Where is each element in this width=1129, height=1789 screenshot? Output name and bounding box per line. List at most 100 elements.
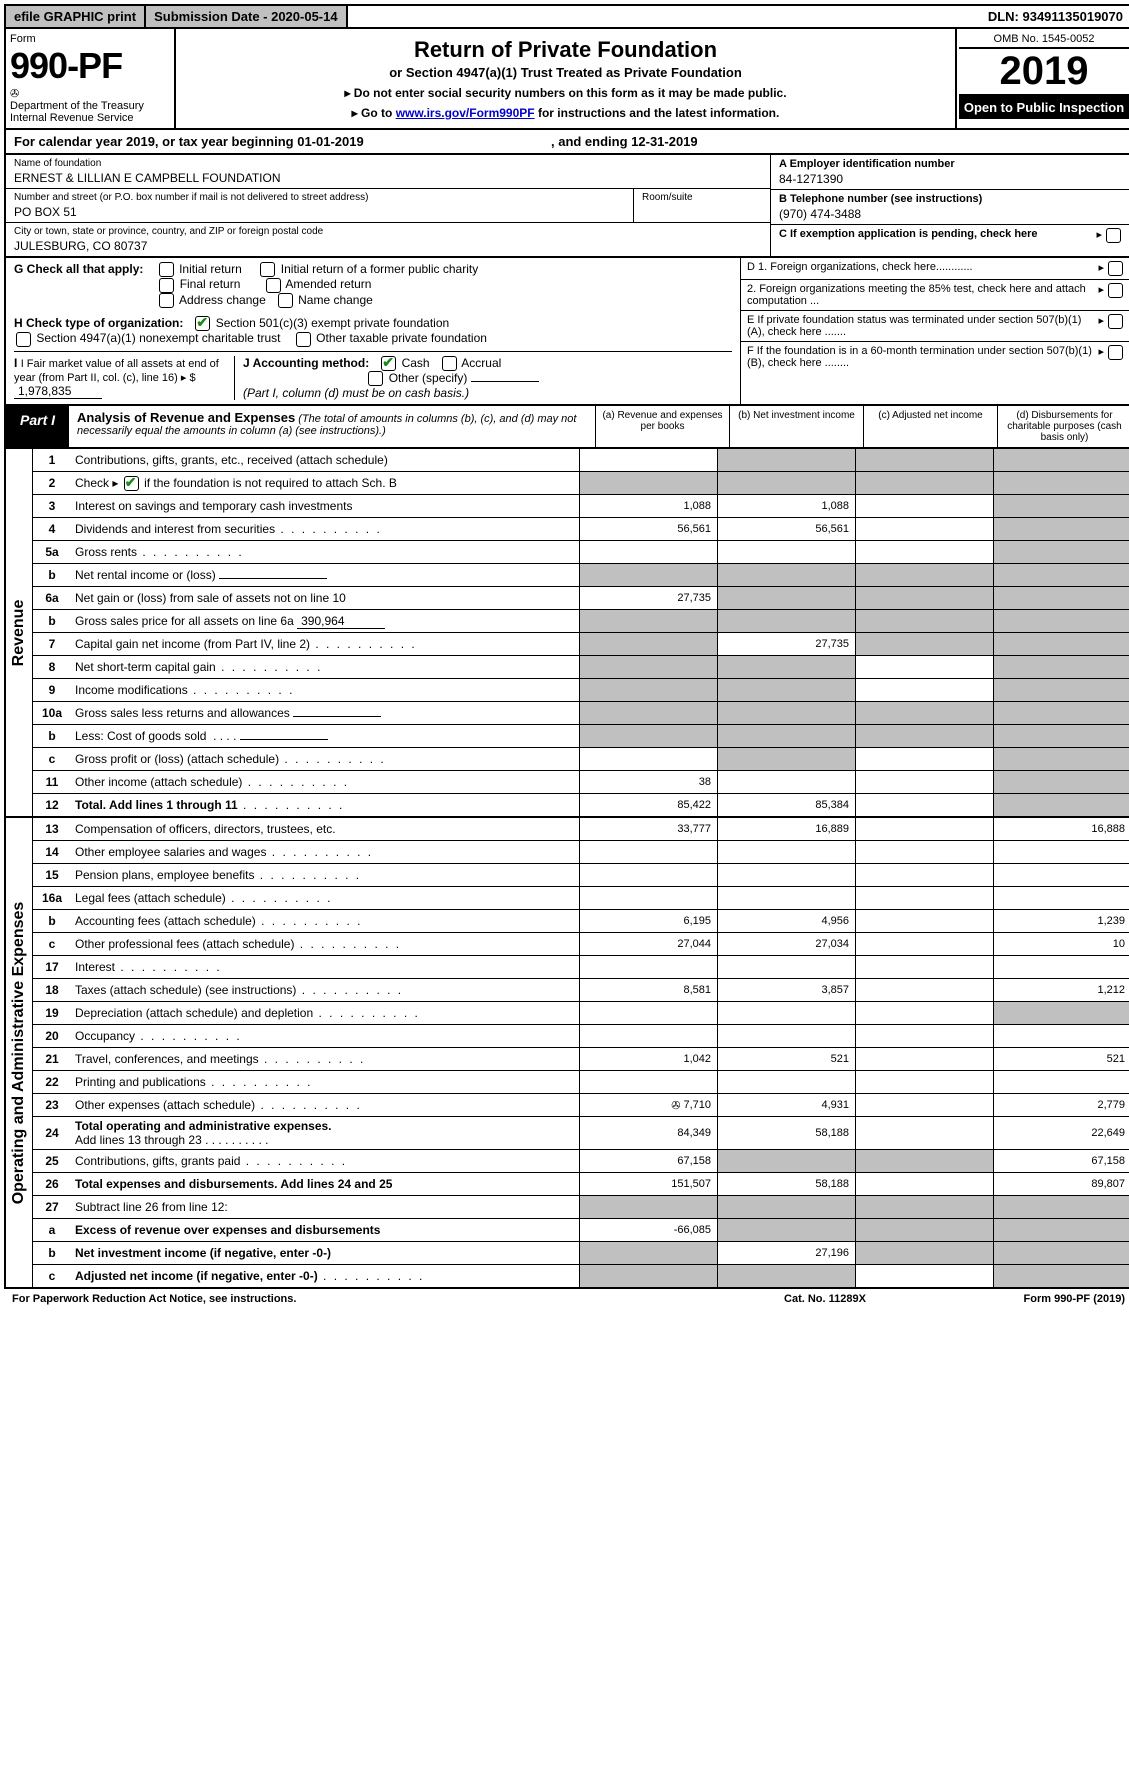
phone: (970) 474-3488 [779,207,1123,221]
column-headers: (a) Revenue and expenses per books (b) N… [595,406,1129,447]
c-checkbox[interactable] [1106,228,1121,243]
g-final: Final return [180,277,241,291]
initial-return-checkbox[interactable] [159,262,174,277]
r24-d: 22,649 [993,1117,1129,1149]
header-right: OMB No. 1545-0052 2019 Open to Public In… [955,29,1129,128]
col-a-header: (a) Revenue and expenses per books [595,406,729,447]
line-11: Other income (attach schedule) [71,773,579,791]
arrow-icon [1098,314,1106,338]
line-22: Printing and publications [71,1073,579,1091]
j-other: Other (specify) [389,371,468,385]
col-d-header: (d) Disbursements for charitable purpose… [997,406,1129,447]
r16c-d: 10 [993,933,1129,955]
initial-former-checkbox[interactable] [260,262,275,277]
r4-a: 56,561 [579,518,717,540]
r24-b: 58,188 [717,1117,855,1149]
footer-left: For Paperwork Reduction Act Notice, see … [12,1293,725,1305]
j-cash: Cash [402,356,430,370]
efile-print-button[interactable]: efile GRAPHIC print [6,6,146,27]
instructions-link[interactable]: www.irs.gov/Form990PF [396,106,535,120]
other-taxable-checkbox[interactable] [296,332,311,347]
sch-b-checkbox[interactable] [124,476,139,491]
line-10c: Gross profit or (loss) (attach schedule) [71,750,579,768]
5b-input[interactable] [219,578,327,579]
10a-input[interactable] [293,716,381,717]
arrow-icon [1098,283,1106,307]
submission-date: Submission Date - 2020-05-14 [146,6,348,27]
cash-checkbox[interactable] [381,356,396,371]
10b-input[interactable] [240,739,328,740]
clip-icon[interactable]: ✇ [671,1099,680,1112]
h-label: H Check type of organization: [14,316,183,330]
spacer [348,6,980,27]
tax-year: 2019 [959,49,1129,96]
j-label: J Accounting method: [243,356,369,370]
note-2: ▸ Go to www.irs.gov/Form990PF for instru… [182,106,949,120]
addr-label: Number and street (or P.O. box number if… [14,192,625,203]
dln: DLN: 93491135019070 [980,6,1129,27]
f-checkbox[interactable] [1108,345,1123,360]
d2-checkbox[interactable] [1108,283,1123,298]
other-specify[interactable] [471,381,539,382]
address-change-checkbox[interactable] [159,293,174,308]
city-label: City or town, state or province, country… [14,226,762,237]
line-21: Travel, conferences, and meetings [71,1050,579,1068]
cal-beginning: For calendar year 2019, or tax year begi… [14,134,364,149]
e-checkbox[interactable] [1108,314,1123,329]
entity-info: Name of foundation ERNEST & LILLIAN E CA… [4,155,1129,258]
d1-checkbox[interactable] [1108,261,1123,276]
footer-center: Cat. No. 11289X [725,1293,925,1305]
h-opt3: Other taxable private foundation [316,331,487,345]
r13-b: 16,889 [717,818,855,840]
phone-label: B Telephone number (see instructions) [779,193,1123,205]
header-center: Return of Private Foundation or Section … [176,29,955,128]
line-12: Total. Add lines 1 through 11 [71,796,579,814]
r25-d: 67,158 [993,1150,1129,1172]
ein: 84-1271390 [779,172,1123,186]
r16b-d: 1,239 [993,910,1129,932]
line-6b: Gross sales price for all assets on line… [71,612,579,631]
g-label: G Check all that apply: [14,262,143,276]
room-label: Room/suite [642,192,762,203]
4947-checkbox[interactable] [16,332,31,347]
501c3-checkbox[interactable] [195,316,210,331]
r16c-b: 27,034 [717,933,855,955]
r26-d: 89,807 [993,1173,1129,1195]
form-title: Return of Private Foundation [182,37,949,63]
revenue-table: Revenue 1Contributions, gifts, grants, e… [4,449,1129,818]
r23-a: ✇ 7,710 [579,1094,717,1116]
line-5b: Net rental income or (loss) [71,566,579,584]
r18-b: 3,857 [717,979,855,1001]
final-return-checkbox[interactable] [159,278,174,293]
j-accrual: Accrual [461,356,501,370]
header-left: Form 990-PF ✇ Department of the Treasury… [6,29,176,128]
line-5a: Gross rents [71,543,579,561]
amended-checkbox[interactable] [266,278,281,293]
line-16b: Accounting fees (attach schedule) [71,912,579,930]
r16c-a: 27,044 [579,933,717,955]
line-27: Subtract line 26 from line 12: [71,1198,579,1216]
name-change-checkbox[interactable] [278,293,293,308]
part1-title-text: Analysis of Revenue and Expenses [77,410,295,425]
line-26: Total expenses and disbursements. Add li… [71,1175,579,1193]
line-16a: Legal fees (attach schedule) [71,889,579,907]
arrow-icon [1098,345,1106,369]
h-opt2: Section 4947(a)(1) nonexempt charitable … [36,331,280,345]
form-header: Form 990-PF ✇ Department of the Treasury… [4,29,1129,130]
open-to-public: Open to Public Inspection [959,96,1129,119]
r13-d: 16,888 [993,818,1129,840]
r23-b: 4,931 [717,1094,855,1116]
r24-a: 84,349 [579,1117,717,1149]
line-23: Other expenses (attach schedule) [71,1096,579,1114]
footer-right: Form 990-PF (2019) [925,1293,1125,1305]
form-label: Form [10,33,170,45]
line-24: Total operating and administrative expen… [71,1117,579,1149]
g-initial-former: Initial return of a former public charit… [281,262,478,276]
r11-a: 38 [579,771,717,793]
line-6a: Net gain or (loss) from sale of assets n… [71,589,579,607]
calendar-year-row: For calendar year 2019, or tax year begi… [4,130,1129,155]
accrual-checkbox[interactable] [442,356,457,371]
r18-a: 8,581 [579,979,717,1001]
other-method-checkbox[interactable] [368,371,383,386]
cal-ending: , and ending 12-31-2019 [551,134,698,149]
